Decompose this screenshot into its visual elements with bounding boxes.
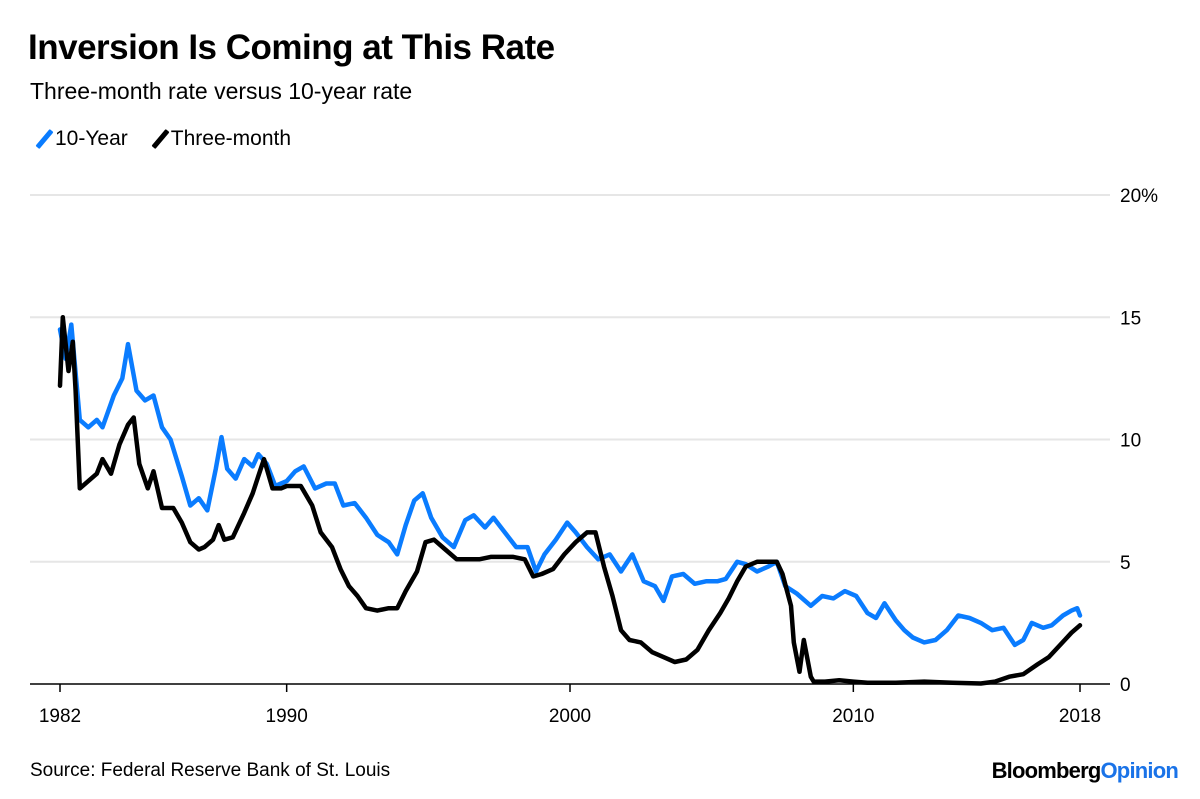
- source-note: Source: Federal Reserve Bank of St. Loui…: [30, 760, 391, 781]
- y-tick-label: 15: [1120, 308, 1141, 329]
- series-line-three-month: [57, 315, 1083, 686]
- x-tick-label: 2018: [1059, 706, 1101, 727]
- bloomberg-opinion-logo: BloombergOpinion: [991, 758, 1179, 783]
- chart-title: Inversion Is Coming at This Rate: [28, 28, 555, 67]
- legend-label: Three-month: [170, 127, 292, 150]
- legend: 10-Year Three-month: [35, 127, 292, 151]
- y-tick-label: 0: [1120, 675, 1131, 696]
- x-tick-label: 1990: [266, 706, 308, 727]
- y-tick-label: 10: [1120, 431, 1141, 452]
- y-tick-label: 20%: [1120, 186, 1158, 207]
- chart-subtitle: Three-month rate versus 10-year rate: [30, 78, 413, 104]
- y-tick-label: 5: [1120, 553, 1131, 574]
- series-line-10-year: [57, 322, 1083, 648]
- x-tick-label: 1982: [39, 706, 81, 727]
- legend-item-10-year: 10-Year: [35, 127, 128, 151]
- legend-item-three-month: Three-month: [151, 127, 292, 151]
- x-tick-label: 2010: [832, 706, 874, 727]
- x-tick-label: 2000: [549, 706, 591, 727]
- legend-label: 10-Year: [55, 127, 128, 150]
